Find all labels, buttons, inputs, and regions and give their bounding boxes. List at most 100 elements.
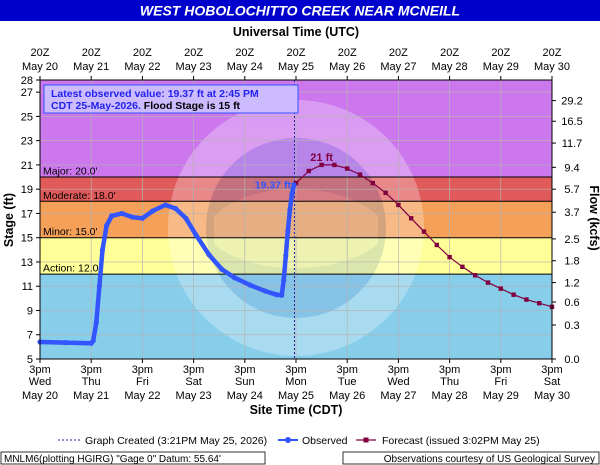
footer-right-text: Observations courtesy of US Geological S… xyxy=(384,454,595,465)
top-axis: 20Z May 20 20Z May 21 20Z May 22 20Z May 23 20Z M… xyxy=(22,47,570,80)
observed-point xyxy=(247,282,253,288)
observed-point xyxy=(273,292,280,298)
observed-point xyxy=(119,210,125,217)
bottom-tick-time: 3pm xyxy=(29,364,50,376)
observed-point xyxy=(279,292,285,298)
forecast-point xyxy=(409,216,414,221)
forecast-point xyxy=(460,264,465,270)
top-tick-date: May 23 xyxy=(176,61,212,73)
flood-label-minor: Minor: 15.0' xyxy=(43,226,98,238)
observed-point xyxy=(183,215,189,221)
observed-point xyxy=(285,229,291,235)
bottom-tick-time: 3pm xyxy=(336,364,357,376)
top-tick-date: May 25 xyxy=(278,61,314,73)
observed-point xyxy=(287,207,293,213)
bottom-tick-date: May 25 xyxy=(278,390,314,402)
footer-right-box xyxy=(342,451,600,465)
observed-points xyxy=(37,182,297,346)
left-tick-label: 9 xyxy=(27,305,33,317)
bottom-tick-weekday: Wed xyxy=(387,376,409,388)
forecast-point xyxy=(319,162,324,168)
observed-point xyxy=(262,288,268,294)
forecast-point xyxy=(511,292,516,297)
footer-left-box xyxy=(0,451,266,465)
right-tick-label: 1.2 xyxy=(564,278,579,290)
annotation-line-2b: Flood Stage is 15 ft xyxy=(141,100,241,112)
left-tick-label: 28 xyxy=(21,75,33,87)
forecast-point xyxy=(447,254,452,260)
top-tick-time: 20Z xyxy=(235,47,254,59)
right-tick-label: 9.4 xyxy=(564,162,579,174)
top-tick-time: 20Z xyxy=(31,47,50,59)
legend-forecast-marker xyxy=(363,437,369,443)
left-tick-label: 11 xyxy=(22,281,33,293)
top-tick-date: May 27 xyxy=(380,61,416,73)
latest-observation-box: Latest observed value: 19.37 ft at 2:45 … xyxy=(43,84,299,114)
top-tick-time: 20Z xyxy=(491,47,510,59)
top-tick-date: May 30 xyxy=(534,61,570,73)
forecast-point xyxy=(370,180,375,186)
title-bar xyxy=(0,0,600,21)
bottom-tick-time: 3pm xyxy=(132,364,153,376)
top-tick-date: May 29 xyxy=(483,61,519,73)
observed-line xyxy=(37,182,297,346)
flood-label-major: Major: 20.0' xyxy=(43,166,98,178)
observed-point xyxy=(193,232,199,238)
forecast-point xyxy=(485,280,491,285)
right-tick-label: 0.3 xyxy=(564,320,579,332)
left-tick-label: 23 xyxy=(21,136,33,148)
top-tick-time: 20Z xyxy=(287,47,306,59)
right-tick-label: 1.8 xyxy=(564,256,579,268)
observed-point xyxy=(283,253,289,259)
observed-point xyxy=(139,215,145,221)
forecast-point xyxy=(332,162,337,168)
observed-point xyxy=(99,247,106,253)
bottom-tick-time: 3pm xyxy=(285,364,306,376)
top-tick-time: 20Z xyxy=(82,47,101,59)
observed-point xyxy=(150,208,156,214)
forecast-point xyxy=(473,273,478,278)
observed-point xyxy=(281,277,287,283)
bottom-tick-date: May 20 xyxy=(22,390,58,402)
footer-left-text: MNLM6(plotting HGIRG) "Gage 0" Datum: 55… xyxy=(4,454,221,465)
bottom-tick-time: 3pm xyxy=(388,364,409,376)
bottom-tick-weekday: Mon xyxy=(285,376,306,388)
observed-point xyxy=(291,182,297,188)
right-axis: 0.0 0.3 0.6 1.2 1.8 2.5 3.7 5.7 9.4 11.7 16.5 29.2 xyxy=(552,96,583,366)
left-tick-label: 21 xyxy=(21,160,33,172)
bottom-tick-weekday: Sun xyxy=(235,376,255,388)
observed-point xyxy=(289,191,295,197)
legend-graph-created-label: Graph Created (3:21PM May 25, 2026) xyxy=(85,435,267,447)
observed-point xyxy=(63,340,69,346)
right-tick-label: 0.0 xyxy=(564,354,579,366)
bottom-tick-weekday: Tue xyxy=(338,376,357,388)
top-tick-date: May 28 xyxy=(432,61,468,73)
bottom-tick-date: May 28 xyxy=(432,390,468,402)
right-tick-label: 11.7 xyxy=(562,138,583,150)
top-tick-date: May 24 xyxy=(227,61,263,73)
observed-point xyxy=(96,283,102,289)
bottom-axis-title: Site Time (CDT) xyxy=(250,403,343,417)
legend: Graph Created (3:21PM May 25, 2026) Obse… xyxy=(58,435,540,447)
top-tick-time: 20Z xyxy=(338,47,357,59)
forecast-point xyxy=(537,301,542,306)
observed-point xyxy=(129,214,135,220)
bottom-tick-time: 3pm xyxy=(80,364,101,376)
bottom-tick-weekday: Sat xyxy=(185,376,202,388)
top-tick-time: 20Z xyxy=(440,47,459,59)
left-tick-label: 19 xyxy=(21,184,33,196)
flood-stage-lines: Action: 12.0' Minor: 15.0' Moderate: 18.0'… xyxy=(40,166,552,275)
right-tick-label: 5.7 xyxy=(564,184,579,196)
forecast-point xyxy=(306,168,311,174)
bottom-tick-date: May 30 xyxy=(534,390,570,402)
bottom-tick-date: May 22 xyxy=(124,390,160,402)
forecast-point xyxy=(498,286,503,291)
forecast-crest-label: 21 ft xyxy=(310,152,333,164)
top-tick-time: 20Z xyxy=(184,47,203,59)
bottom-tick-date: May 24 xyxy=(227,390,263,402)
forecast-point xyxy=(345,166,350,171)
right-tick-label: 16.5 xyxy=(561,116,582,128)
bottom-tick-weekday: Sat xyxy=(544,376,561,388)
flood-label-action: Action: 12.0' xyxy=(43,263,100,275)
